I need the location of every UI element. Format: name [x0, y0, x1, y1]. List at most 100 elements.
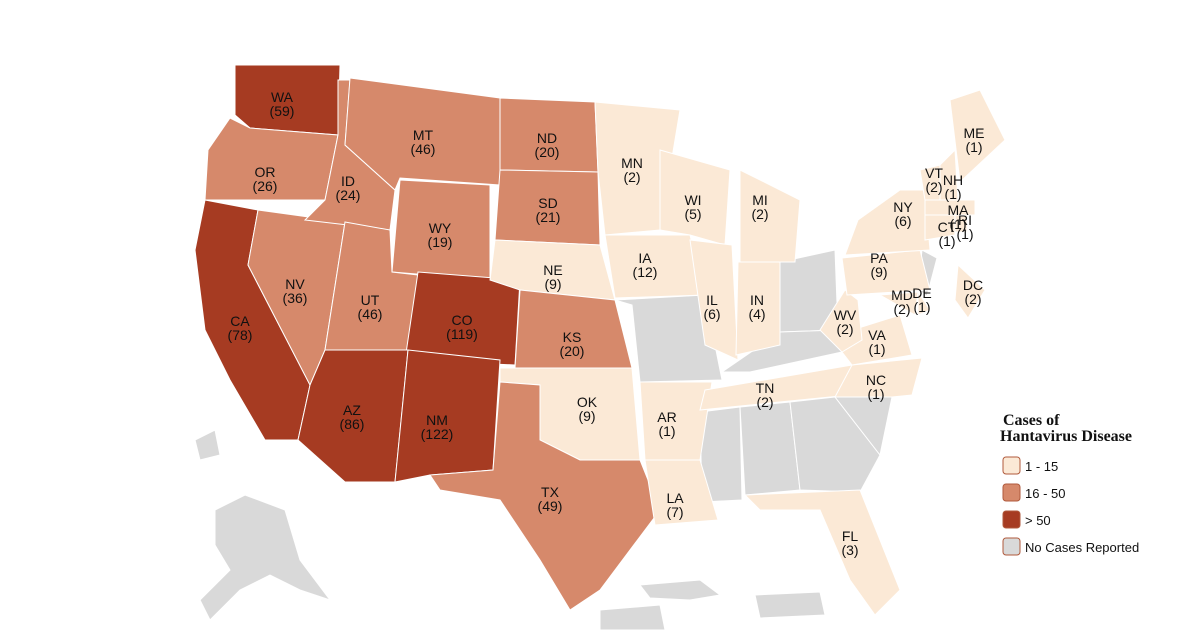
state-shape — [834, 357, 923, 398]
state-shape — [924, 199, 976, 216]
state-abbr: NY — [893, 199, 913, 215]
state-cases: (20) — [560, 343, 585, 359]
state-abbr: OR — [255, 164, 276, 180]
state-cases: (1) — [913, 299, 930, 315]
state-cases: (4) — [748, 306, 765, 322]
state-cases: (3) — [841, 542, 858, 558]
state-shape — [739, 169, 801, 263]
state-abbr: NC — [866, 372, 886, 388]
legend-swatch — [1002, 456, 1021, 475]
state-abbr: MI — [752, 192, 768, 208]
state-abbr: AZ — [343, 402, 361, 418]
state-shape — [954, 263, 986, 319]
legend-title: Cases of — [1003, 412, 1060, 429]
state-abbr: VA — [868, 327, 886, 343]
state-cases: (1) — [965, 139, 982, 155]
state-cases: (26) — [253, 178, 278, 194]
hawaii — [194, 429, 221, 461]
state-abbr: PA — [870, 250, 888, 266]
legend-title: Hantavirus Disease — [1000, 428, 1132, 445]
legend-swatch — [1002, 483, 1021, 502]
state-cases: (24) — [336, 187, 361, 203]
state-abbr: WV — [834, 307, 857, 323]
state-shape — [429, 381, 661, 611]
states — [194, 64, 1006, 616]
island — [754, 591, 826, 619]
state-abbr: WY — [429, 220, 452, 236]
state-abbr: IL — [706, 292, 718, 308]
state-abbr: WI — [684, 192, 701, 208]
state-abbr: MN — [621, 155, 643, 171]
state-abbr: FL — [842, 528, 859, 544]
state-abbr: CO — [452, 312, 473, 328]
state-cases: (6) — [894, 213, 911, 229]
legend-swatch — [1002, 510, 1021, 529]
state-shape — [743, 489, 901, 616]
state-cases: (9) — [544, 276, 561, 292]
state-cases: (46) — [411, 141, 436, 157]
state-cases: (1) — [938, 233, 955, 249]
state-shape — [917, 290, 931, 316]
state-cases: (20) — [535, 144, 560, 160]
state-shape — [819, 289, 863, 353]
state-cases: (1) — [956, 226, 973, 242]
state-shape — [659, 149, 731, 246]
state-abbr: AR — [657, 409, 676, 425]
state-cases: (36) — [283, 290, 308, 306]
state-cases: (5) — [684, 206, 701, 222]
state-abbr: NE — [543, 262, 562, 278]
state-shape — [735, 261, 781, 356]
state-cases: (9) — [578, 408, 595, 424]
island — [599, 604, 666, 630]
state-cases: (1) — [949, 216, 966, 232]
state-cases: (2) — [751, 206, 768, 222]
state-shape — [841, 249, 931, 296]
state-abbr: CA — [230, 313, 250, 329]
state-abbr: IN — [750, 292, 764, 308]
state-shape — [924, 214, 956, 241]
state-cases: (119) — [446, 326, 478, 342]
state-abbr: ME — [964, 125, 985, 141]
legend-swatch — [1002, 537, 1021, 556]
state-abbr: TN — [756, 380, 775, 396]
state-shape — [954, 214, 968, 233]
state-abbr: MD — [891, 287, 913, 303]
state-cases: (2) — [836, 321, 853, 337]
state-abbr: DE — [912, 285, 931, 301]
state-cases: (2) — [623, 169, 640, 185]
state-abbr: NM — [426, 412, 448, 428]
island — [639, 579, 722, 601]
state-abbr: WA — [271, 89, 294, 105]
state-cases: (2) — [925, 179, 942, 195]
state-abbr: KS — [563, 329, 582, 345]
state-abbr: SD — [538, 195, 557, 211]
state-abbr: UT — [361, 292, 380, 308]
state-cases: (1) — [867, 386, 884, 402]
state-cases: (49) — [538, 498, 563, 514]
state-cases: (1) — [658, 423, 675, 439]
state-shape — [844, 189, 931, 256]
state-abbr: MA — [948, 202, 970, 218]
state-shape — [644, 459, 719, 526]
state-cases: (86) — [340, 416, 365, 432]
state-cases: (78) — [228, 327, 253, 343]
state-abbr: VT — [925, 165, 943, 181]
state-cases: (12) — [633, 264, 658, 280]
state-cases: (1) — [944, 186, 961, 202]
state-cases: (7) — [666, 504, 683, 520]
state-labels: WA(59)OR(26)CA(78)NV(36)ID(24)MT(46)WY(1… — [228, 89, 985, 558]
state-abbr: MT — [413, 127, 434, 143]
state-cases: (9) — [870, 264, 887, 280]
state-abbr: RI — [958, 212, 972, 228]
state-abbr: NV — [285, 276, 305, 292]
state-cases: (46) — [358, 306, 383, 322]
alaska — [199, 494, 332, 621]
state-cases: (1) — [868, 341, 885, 357]
state-cases: (6) — [703, 306, 720, 322]
state-abbr: NH — [943, 172, 963, 188]
state-shape — [739, 401, 801, 496]
state-cases: (19) — [428, 234, 453, 250]
state-abbr: DC — [963, 277, 983, 293]
